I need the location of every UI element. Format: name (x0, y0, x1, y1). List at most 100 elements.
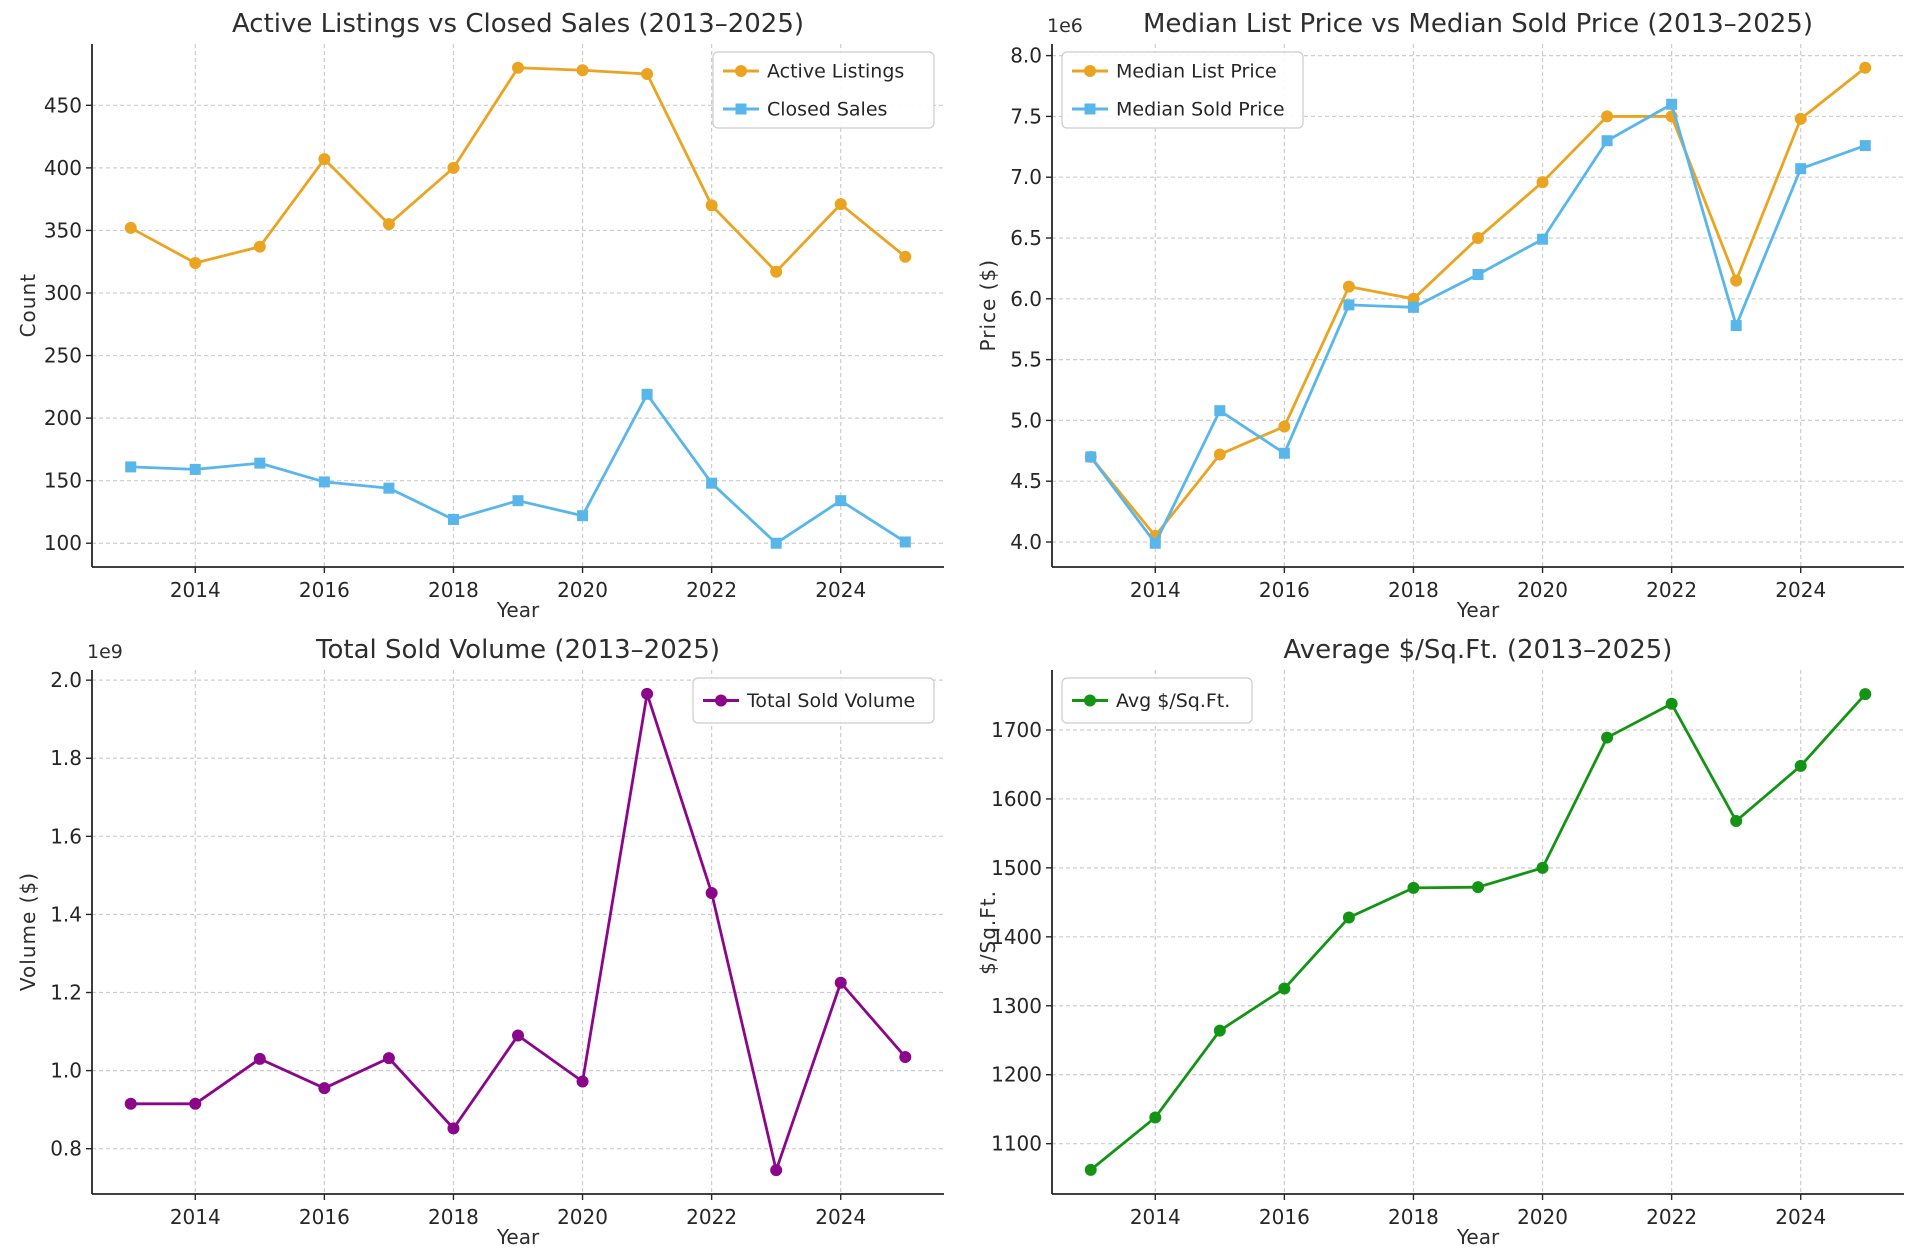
y-axis-label: Price ($) (974, 44, 1002, 567)
tick-marks (86, 679, 842, 1200)
svg-text:2016: 2016 (1259, 578, 1310, 602)
svg-text:2024: 2024 (815, 1205, 866, 1229)
x-axis-label: Year (1456, 598, 1500, 622)
chart-active-listings-vs-closed-sales: 2014 2016 2018 2020 2022 2024 100 150 200 250 300 3… (0, 0, 960, 626)
svg-text:5.0: 5.0 (1010, 408, 1042, 432)
legend: Median List Price Median Sold Price (1061, 51, 1304, 129)
gridlines (92, 670, 944, 1194)
svg-text:5.5: 5.5 (1010, 348, 1042, 372)
legend: Avg $/Sq.Ft. (1061, 677, 1253, 724)
tick-marks (1046, 54, 1802, 573)
svg-text:2020: 2020 (557, 1205, 608, 1229)
y-axis-label: $/Sq.Ft. (974, 670, 1002, 1194)
svg-text:2020: 2020 (1517, 578, 1568, 602)
chart-median-list-vs-median-sold-price: 2014 2016 2018 2020 2022 2024 4.0 4.5 5.0 5.5 6.0 6… (960, 0, 1920, 626)
chart-title: Median List Price vs Median Sold Price (… (1143, 9, 1813, 39)
plot-area-total-sold-volume: 2014 2016 2018 2020 2022 2024 0.8 1.0 1.2 1.4 1.6 1… (50, 668, 944, 1229)
svg-text:2022: 2022 (1646, 578, 1697, 602)
legend-label: Closed Sales (767, 99, 887, 121)
svg-text:2018: 2018 (1388, 578, 1439, 602)
svg-text:1.8: 1.8 (50, 746, 82, 770)
svg-text:2014: 2014 (1130, 578, 1181, 602)
svg-text:100: 100 (44, 531, 82, 555)
y-axis-offset-text: 1e6 (1047, 15, 1083, 37)
svg-text:1700: 1700 (991, 718, 1042, 742)
svg-text:7.0: 7.0 (1010, 165, 1042, 189)
svg-text:1.4: 1.4 (50, 902, 82, 926)
series-markers-closed-sales (125, 388, 911, 549)
svg-text:7.5: 7.5 (1010, 104, 1042, 128)
series-line-median-list-price (1089, 66, 1867, 538)
svg-text:6.5: 6.5 (1010, 226, 1042, 250)
series-line-total-sold-volume (129, 692, 907, 1172)
chart-total-sold-volume: 2014 2016 2018 2020 2022 2024 0.8 1.0 1.2 1.4 1.6 1… (0, 626, 960, 1253)
tick-labels: 2014 2016 2018 2020 2022 2024 4.0 4.5 5.0 5.5 6.0 6… (1010, 44, 1826, 602)
legend: Total Sold Volume (692, 677, 935, 724)
svg-text:2024: 2024 (1775, 1205, 1826, 1229)
y-axis-label-text: Volume ($) (16, 872, 40, 992)
x-axis-label: Year (496, 1225, 540, 1249)
legend-label: Median List Price (1116, 61, 1277, 83)
svg-text:2024: 2024 (1775, 578, 1826, 602)
svg-text:2.0: 2.0 (50, 668, 82, 692)
svg-text:2024: 2024 (815, 578, 866, 602)
axes-spines (91, 44, 944, 568)
svg-text:2014: 2014 (1130, 1205, 1181, 1229)
svg-text:2016: 2016 (299, 1205, 350, 1229)
svg-text:2022: 2022 (1646, 1205, 1697, 1229)
x-axis-label: Year (496, 598, 540, 622)
svg-text:2020: 2020 (1517, 1205, 1568, 1229)
y-axis-offset-text: 1e9 (87, 641, 123, 663)
svg-text:450: 450 (44, 93, 82, 117)
svg-text:2018: 2018 (428, 1205, 479, 1229)
series-markers-median-sold-price (1085, 98, 1871, 549)
series-line-median-sold-price (1089, 102, 1867, 545)
svg-text:2022: 2022 (686, 1205, 737, 1229)
svg-text:4.0: 4.0 (1010, 530, 1042, 554)
plot-area-median-list-vs-median-sold-price: 2014 2016 2018 2020 2022 2024 4.0 4.5 5.0 5.5 6.0 6… (1010, 44, 1904, 602)
series-markers-avg-sq-ft (1084, 688, 1872, 1176)
series-markers-median-list-price (1084, 61, 1872, 542)
svg-text:2014: 2014 (170, 578, 221, 602)
legend-label: Active Listings (767, 61, 904, 83)
svg-text:2022: 2022 (686, 578, 737, 602)
tick-marks (86, 104, 842, 573)
y-axis-label-text: $/Sq.Ft. (976, 889, 1000, 975)
svg-text:1400: 1400 (991, 925, 1042, 949)
series-line-avg-sq-ft (1089, 692, 1867, 1172)
svg-text:300: 300 (44, 281, 82, 305)
legend-label: Total Sold Volume (746, 690, 915, 712)
axes-spines (91, 670, 944, 1195)
svg-text:150: 150 (44, 469, 82, 493)
plot-area-average-price-per-sqft: 2014 2016 2018 2020 2022 2024 1100 1200 1300 1400… (991, 670, 1904, 1229)
tick-marks (1046, 729, 1802, 1200)
svg-text:2016: 2016 (1259, 1205, 1310, 1229)
svg-text:200: 200 (44, 406, 82, 430)
axes-spines (1051, 670, 1904, 1195)
y-axis-label-text: Count (16, 273, 40, 338)
series-line-closed-sales (129, 392, 907, 545)
svg-text:8.0: 8.0 (1010, 44, 1042, 68)
svg-text:1500: 1500 (991, 856, 1042, 880)
svg-text:1.6: 1.6 (50, 824, 82, 848)
chart-title: Total Sold Volume (2013–2025) (316, 635, 720, 665)
svg-text:350: 350 (44, 218, 82, 242)
tick-labels: 2014 2016 2018 2020 2022 2024 1100 1200 1300 1400… (991, 718, 1826, 1229)
svg-text:250: 250 (44, 344, 82, 368)
svg-text:6.0: 6.0 (1010, 287, 1042, 311)
svg-text:2018: 2018 (428, 578, 479, 602)
svg-text:2014: 2014 (170, 1205, 221, 1229)
svg-text:2016: 2016 (299, 578, 350, 602)
svg-text:1100: 1100 (991, 1132, 1042, 1156)
svg-text:400: 400 (44, 156, 82, 180)
svg-text:1.0: 1.0 (50, 1059, 82, 1083)
plot-area-active-listings-vs-closed-sales: 2014 2016 2018 2020 2022 2024 100 150 200 250 300 3… (44, 44, 944, 602)
svg-text:1200: 1200 (991, 1063, 1042, 1087)
svg-text:2020: 2020 (557, 578, 608, 602)
tick-labels: 2014 2016 2018 2020 2022 2024 100 150 200 250 300 3… (44, 93, 866, 602)
svg-text:4.5: 4.5 (1010, 469, 1042, 493)
chart-title: Average $/Sq.Ft. (2013–2025) (1283, 635, 1673, 665)
y-axis-label: Count (14, 44, 42, 567)
svg-text:2018: 2018 (1388, 1205, 1439, 1229)
